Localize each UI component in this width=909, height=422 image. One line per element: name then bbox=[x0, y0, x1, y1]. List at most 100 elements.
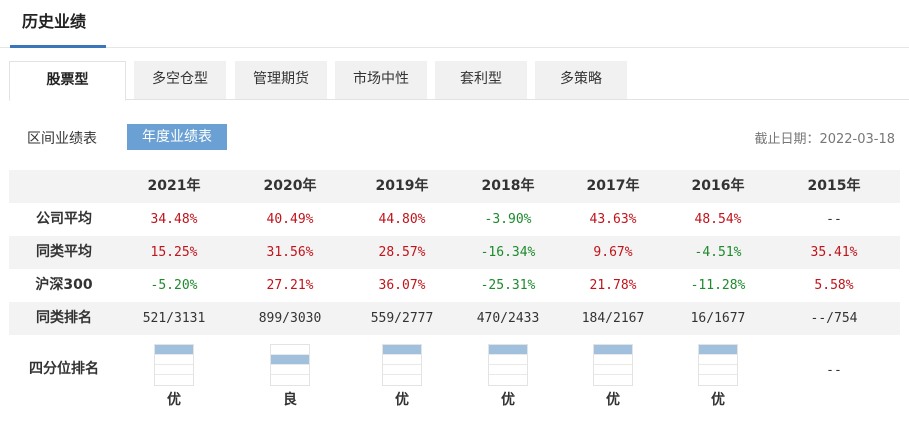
quartile-slot bbox=[271, 365, 309, 375]
cutoff-date: 截止日期：2022-03-18 bbox=[754, 132, 895, 147]
quartile-slot bbox=[383, 365, 421, 375]
quartile-slot bbox=[489, 375, 527, 385]
table-cell: 5.58% bbox=[814, 278, 854, 293]
quartile-cell: -- bbox=[779, 339, 889, 419]
quartile-cell: 良 bbox=[235, 339, 345, 419]
quartile-slot bbox=[155, 365, 193, 375]
tab-market-neutral[interactable]: 市场中性 bbox=[335, 61, 427, 99]
section-header: 历史业绩 bbox=[0, 0, 909, 48]
table-cell: 31.56% bbox=[266, 245, 314, 260]
quartile-cell: 优 bbox=[663, 339, 773, 419]
quartile-slot bbox=[699, 365, 737, 375]
table-row: 同类排名 521/3131 899/3030 559/2777 470/2433 184… bbox=[9, 302, 900, 335]
quartile-grade: 优 bbox=[711, 392, 725, 408]
table-cell: 35.41% bbox=[810, 245, 858, 260]
table-cell: 16/1677 bbox=[690, 311, 746, 326]
quartile-slot bbox=[271, 375, 309, 385]
table-header-row: 2021年 2020年 2019年 2018年 2017年 2016年 2015年 bbox=[9, 170, 900, 203]
table-cell: 559/2777 bbox=[370, 311, 434, 326]
quartile-slot bbox=[594, 375, 632, 385]
tab-long-short[interactable]: 多空仓型 bbox=[134, 61, 226, 99]
quartile-chart bbox=[488, 344, 528, 386]
interval-performance-link[interactable]: 区间业绩表 bbox=[27, 131, 97, 147]
table-cell: 899/3030 bbox=[258, 311, 322, 326]
tab-managed-futures[interactable]: 管理期货 bbox=[235, 61, 327, 99]
header-corner bbox=[9, 170, 119, 203]
quartile-marker bbox=[489, 345, 527, 355]
quartile-row: 四分位排名 优 良 优 优 优 优 -- bbox=[9, 339, 900, 419]
table-cell: 21.78% bbox=[589, 278, 637, 293]
table-row: 沪深300 -5.20% 27.21% 36.07% -25.31% 21.78% -11… bbox=[9, 269, 900, 302]
quartile-slot bbox=[489, 365, 527, 375]
quartile-slot bbox=[383, 375, 421, 385]
table-cell: 44.80% bbox=[378, 212, 426, 227]
quartile-grade: 良 bbox=[283, 392, 297, 408]
row-label: 公司平均 bbox=[36, 211, 92, 227]
tab-stock[interactable]: 股票型 bbox=[9, 61, 126, 101]
year-header: 2021年 bbox=[147, 178, 201, 194]
year-header: 2019年 bbox=[375, 178, 429, 194]
table-cell: -16.34% bbox=[480, 245, 536, 260]
quartile-marker bbox=[383, 345, 421, 355]
table-cell: 34.48% bbox=[150, 212, 198, 227]
tab-arbitrage[interactable]: 套利型 bbox=[435, 61, 527, 99]
quartile-empty: -- bbox=[826, 363, 842, 378]
table-cell: --/754 bbox=[810, 311, 858, 326]
annual-performance-table: 2021年 2020年 2019年 2018年 2017年 2016年 2015年 公司平均… bbox=[9, 170, 900, 419]
table-cell: -4.51% bbox=[694, 245, 742, 260]
year-header: 2018年 bbox=[481, 178, 535, 194]
year-header: 2016年 bbox=[691, 178, 745, 194]
row-label: 同类平均 bbox=[36, 244, 92, 260]
quartile-cell: 优 bbox=[347, 339, 457, 419]
table-cell: 184/2167 bbox=[581, 311, 645, 326]
table-cell: 521/3131 bbox=[142, 311, 206, 326]
table-cell: 9.67% bbox=[593, 245, 633, 260]
fund-type-tabs: 股票型 多空仓型 管理期货 市场中性 套利型 多策略 bbox=[9, 61, 909, 101]
table-cell: 28.57% bbox=[378, 245, 426, 260]
quartile-slot bbox=[699, 375, 737, 385]
table-cell: 27.21% bbox=[266, 278, 314, 293]
table-cell: -3.90% bbox=[484, 212, 532, 227]
quartile-cell: 优 bbox=[119, 339, 229, 419]
quartile-slot bbox=[155, 355, 193, 365]
table-cell: 43.63% bbox=[589, 212, 637, 227]
table-cell: -5.20% bbox=[150, 278, 198, 293]
row-label: 沪深300 bbox=[35, 277, 93, 293]
quartile-cell: 优 bbox=[558, 339, 668, 419]
quartile-grade: 优 bbox=[395, 392, 409, 408]
annual-performance-button[interactable]: 年度业绩表 bbox=[127, 124, 227, 150]
table-cell: 48.54% bbox=[694, 212, 742, 227]
table-row: 同类平均 15.25% 31.56% 28.57% -16.34% 9.67% -4.51… bbox=[9, 236, 900, 269]
table-cell: 470/2433 bbox=[476, 311, 540, 326]
quartile-chart bbox=[698, 344, 738, 386]
table-cell: -25.31% bbox=[480, 278, 536, 293]
year-header: 2020年 bbox=[263, 178, 317, 194]
quartile-cell: 优 bbox=[453, 339, 563, 419]
quartile-chart bbox=[270, 344, 310, 386]
table-cell: 15.25% bbox=[150, 245, 198, 260]
tab-multi-strategy[interactable]: 多策略 bbox=[535, 61, 627, 99]
quartile-slot bbox=[699, 355, 737, 365]
quartile-slot bbox=[594, 365, 632, 375]
quartile-slot bbox=[594, 355, 632, 365]
table-cell: 40.49% bbox=[266, 212, 314, 227]
table-cell: -- bbox=[826, 212, 842, 227]
quartile-grade: 优 bbox=[606, 392, 620, 408]
quartile-grade: 优 bbox=[501, 392, 515, 408]
year-header: 2015年 bbox=[807, 178, 861, 194]
quartile-marker bbox=[155, 345, 193, 355]
quartile-marker bbox=[594, 345, 632, 355]
quartile-slot bbox=[155, 375, 193, 385]
quartile-label: 四分位排名 bbox=[29, 361, 99, 377]
year-header: 2017年 bbox=[586, 178, 640, 194]
quartile-marker bbox=[699, 345, 737, 355]
table-row: 公司平均 34.48% 40.49% 44.80% -3.90% 43.63% 48.54… bbox=[9, 203, 900, 236]
quartile-chart bbox=[593, 344, 633, 386]
section-title: 历史业绩 bbox=[10, 0, 106, 48]
performance-subnav: 区间业绩表 年度业绩表 截止日期：2022-03-18 bbox=[0, 124, 909, 152]
table-cell: 36.07% bbox=[378, 278, 426, 293]
quartile-chart bbox=[382, 344, 422, 386]
quartile-grade: 优 bbox=[167, 392, 181, 408]
quartile-slot bbox=[383, 355, 421, 365]
quartile-slot bbox=[489, 355, 527, 365]
